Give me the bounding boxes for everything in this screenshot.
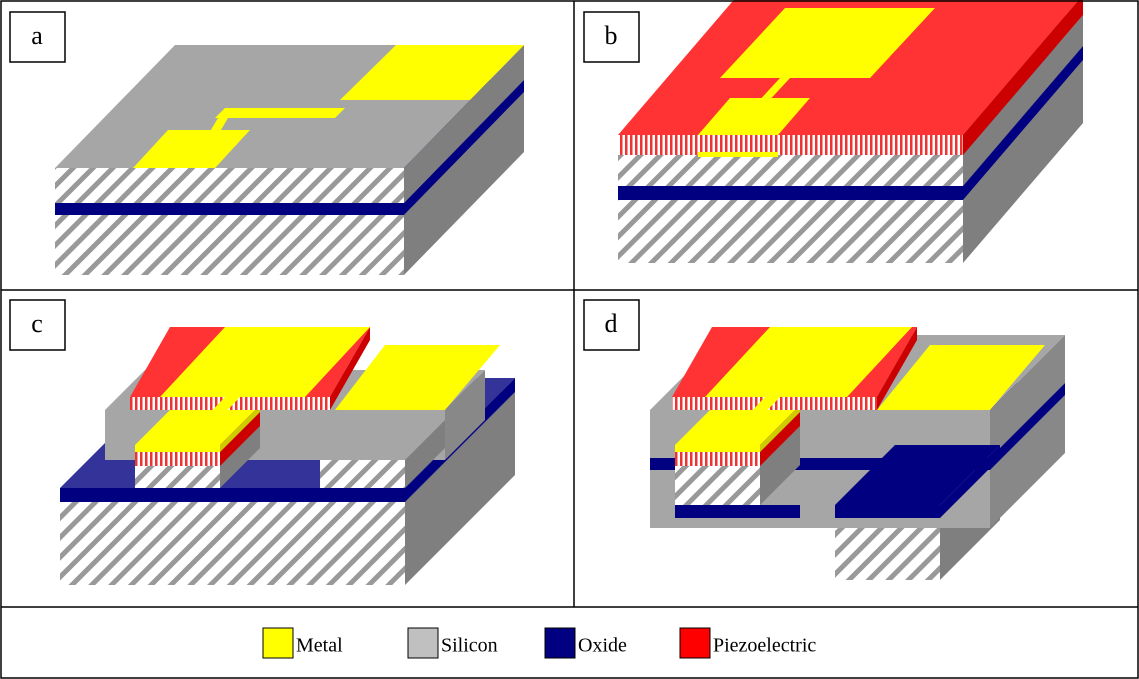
- metal: [215, 108, 345, 118]
- legend-label: Piezoelectric: [713, 635, 816, 657]
- drawings: [55, 0, 1083, 585]
- box-front: [675, 445, 760, 452]
- panel-label: b: [605, 21, 618, 50]
- box-front: [60, 502, 405, 585]
- legend-swatch: [545, 628, 575, 658]
- box-front: [618, 200, 963, 263]
- box-front: [618, 135, 963, 155]
- legend-swatch: [408, 628, 438, 658]
- box-front: [675, 505, 800, 518]
- metal: [698, 152, 778, 157]
- box-front: [675, 466, 760, 505]
- legend-label: Oxide: [578, 635, 627, 657]
- box-front: [320, 460, 405, 488]
- box-front: [135, 466, 220, 488]
- legend-swatch: [680, 628, 710, 658]
- legend-swatch: [263, 628, 293, 658]
- box-front: [55, 203, 404, 215]
- box-front: [618, 155, 963, 186]
- panel-label: d: [605, 309, 618, 338]
- figure: a b c d Metal Silicon Oxide Piezoelectri…: [0, 0, 1139, 679]
- box-front: [675, 452, 760, 466]
- panel-label: a: [31, 21, 43, 50]
- legend-label: Metal: [296, 635, 343, 657]
- box-front: [60, 488, 405, 502]
- box-front: [135, 452, 220, 466]
- box-front: [135, 445, 220, 452]
- panel-label: c: [31, 309, 43, 338]
- box-front: [55, 215, 404, 275]
- box-front: [835, 505, 940, 518]
- box-front: [618, 186, 963, 200]
- box-front: [55, 168, 404, 203]
- legend-label: Silicon: [441, 635, 498, 657]
